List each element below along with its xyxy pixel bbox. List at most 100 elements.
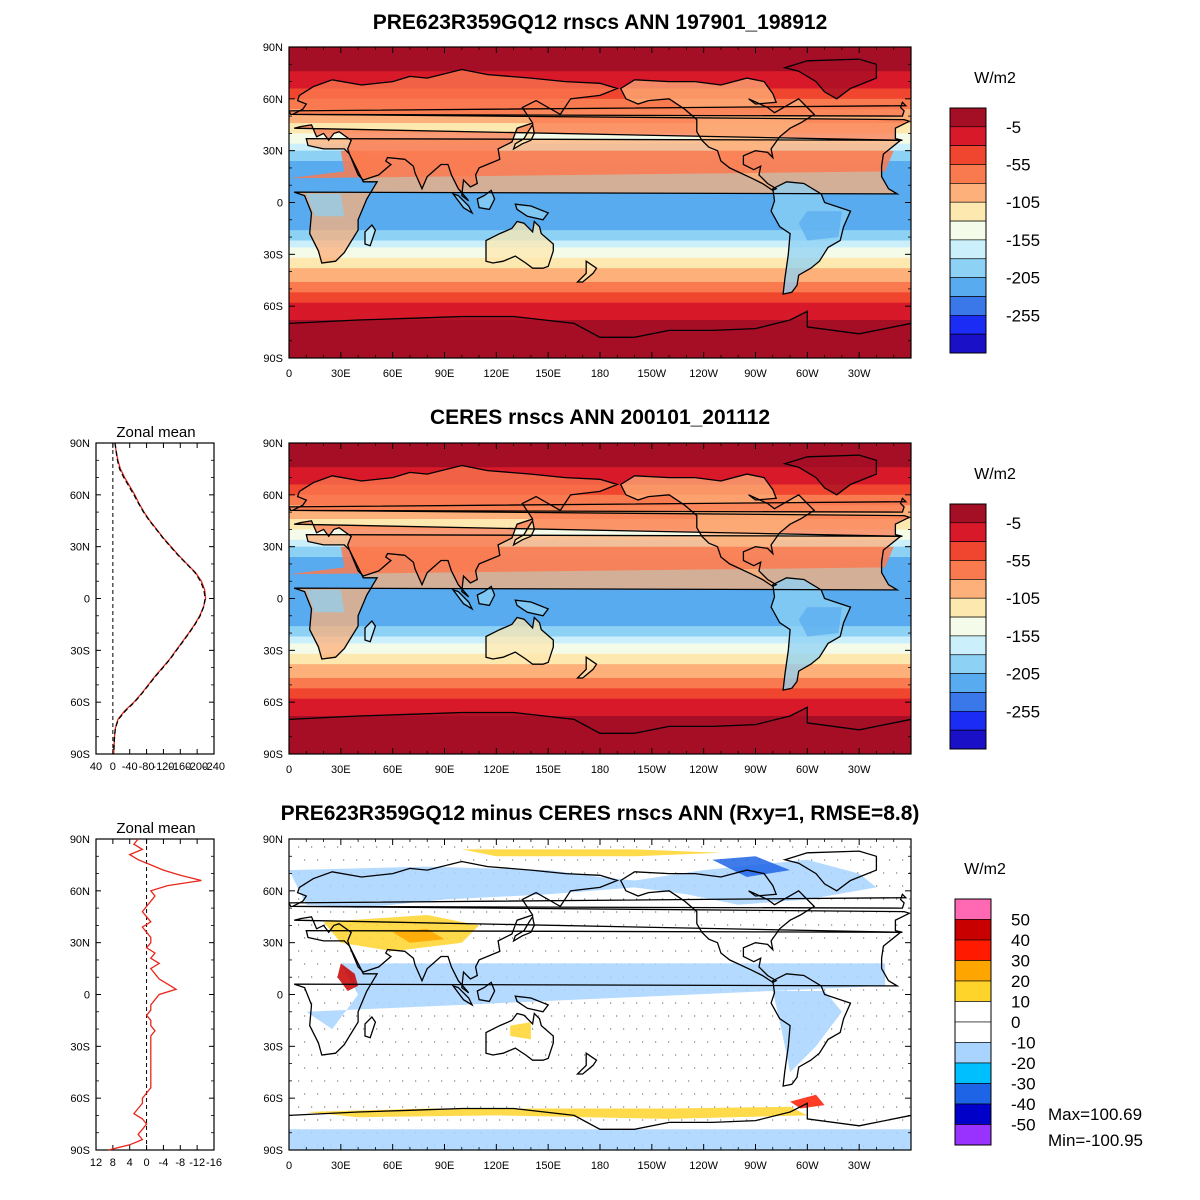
lon-tick-label: 60E [383,1160,403,1172]
stipple-dot [727,924,729,926]
stipple-dot [421,911,423,913]
stipple-dot [642,911,644,913]
stipple-dot [876,1067,878,1069]
stipple-dot [519,1106,521,1108]
stipple-dot [519,846,521,848]
stipple-dot [532,950,534,952]
stipple-dot [870,1028,872,1030]
stipple-dot [304,1067,306,1069]
stipple-dot [655,911,657,913]
stipple-dot [616,937,618,939]
stipple-dot [623,1028,625,1030]
stipple-dot [623,950,625,952]
zonal-y-tick-label: 30N [70,938,90,950]
stipple-dot [701,1106,703,1108]
field-band [289,698,911,703]
stipple-dot [824,1119,826,1121]
colorbar-label: -30 [1011,1075,1036,1094]
stipple-dot [428,1106,430,1108]
stipple-dot [844,1054,846,1056]
stipple-dot [909,846,911,848]
stipple-dot [382,911,384,913]
zonal-x-tick-label: 0 [144,1157,150,1169]
zonal-x-tick-label: -80 [139,761,155,773]
stipple-dot [720,1041,722,1043]
stipple-dot [720,1119,722,1121]
stipple-dot [545,846,547,848]
stipple-dot [369,1093,371,1095]
lat-tick-label: 60N [263,490,283,502]
stipple-dot [564,1041,566,1043]
stipple-dot [402,846,404,848]
stipple-dot [538,1093,540,1095]
stipple-dot [506,898,508,900]
stipple-dot [447,1015,449,1017]
stipple-dot [369,1119,371,1121]
stipple-dot [642,1015,644,1017]
stipple-dot [343,1119,345,1121]
stipple-dot [519,898,521,900]
stipple-dot [675,1080,677,1082]
stipple-dot [883,1002,885,1004]
stipple-dot [343,1067,345,1069]
stipple-dot [486,911,488,913]
field-band [289,250,911,255]
stipple-dot [551,1119,553,1121]
stipple-dot [551,937,553,939]
colorbar-model: -5 -55 -105 -155 -205 -255 [949,107,1040,354]
stipple-dot [486,1093,488,1095]
stipple-dot [421,1041,423,1043]
stipple-dot [603,911,605,913]
lon-tick-label: 150E [535,368,561,380]
stipple-dot [649,924,651,926]
field-band [289,470,911,475]
stipple-dot [571,1106,573,1108]
stipple-dot [395,1119,397,1121]
stipple-dot [441,950,443,952]
stipple-dot [896,924,898,926]
stipple-dot [733,1015,735,1017]
stipple-dot [304,1119,306,1121]
stipple-dot [909,1002,911,1004]
stipple-dot [545,1106,547,1108]
stipple-dot [499,1119,501,1121]
stipple-dot [870,1002,872,1004]
colorbar-label: -5 [1006,514,1021,533]
stipple-dot [538,1015,540,1017]
coast-africa [293,929,903,1056]
lon-tick-label: 180 [591,368,609,380]
colorbar-frame [949,107,987,354]
stipple-dot [467,950,469,952]
stipple-dot [603,1093,605,1095]
stipple-dot [363,1106,365,1108]
stipple-dot [551,1015,553,1017]
stipple-dot [889,989,891,991]
stipple-dot [317,1093,319,1095]
coast-africa [293,137,903,264]
colorbar-label: -155 [1006,231,1040,250]
stipple-dot [454,1054,456,1056]
colorbar-swatch [949,503,987,524]
coast-borneo [476,585,496,607]
stipple-dot [512,1067,514,1069]
field-band [289,226,911,231]
stipple-dot [889,885,891,887]
stipple-dot [714,1002,716,1004]
stipple-dot [740,1028,742,1030]
amazon-patch [798,211,842,241]
lon-tick-label: 60W [796,1160,819,1172]
coast-northamerica [619,869,816,984]
stipple-dot [532,1002,534,1004]
stipple-dot [499,1093,501,1095]
stipple-dot [369,1041,371,1043]
field-band [289,681,911,686]
stipple-dot [870,1106,872,1108]
stipple-dot [499,911,501,913]
land-sumatra [453,589,473,609]
stipple-dot [421,859,423,861]
coast-antarctica [289,706,911,734]
field-band [289,643,911,648]
lon-tick-label: 0 [286,764,292,776]
stipple-dot [636,1054,638,1056]
stipple-dot [525,1119,527,1121]
